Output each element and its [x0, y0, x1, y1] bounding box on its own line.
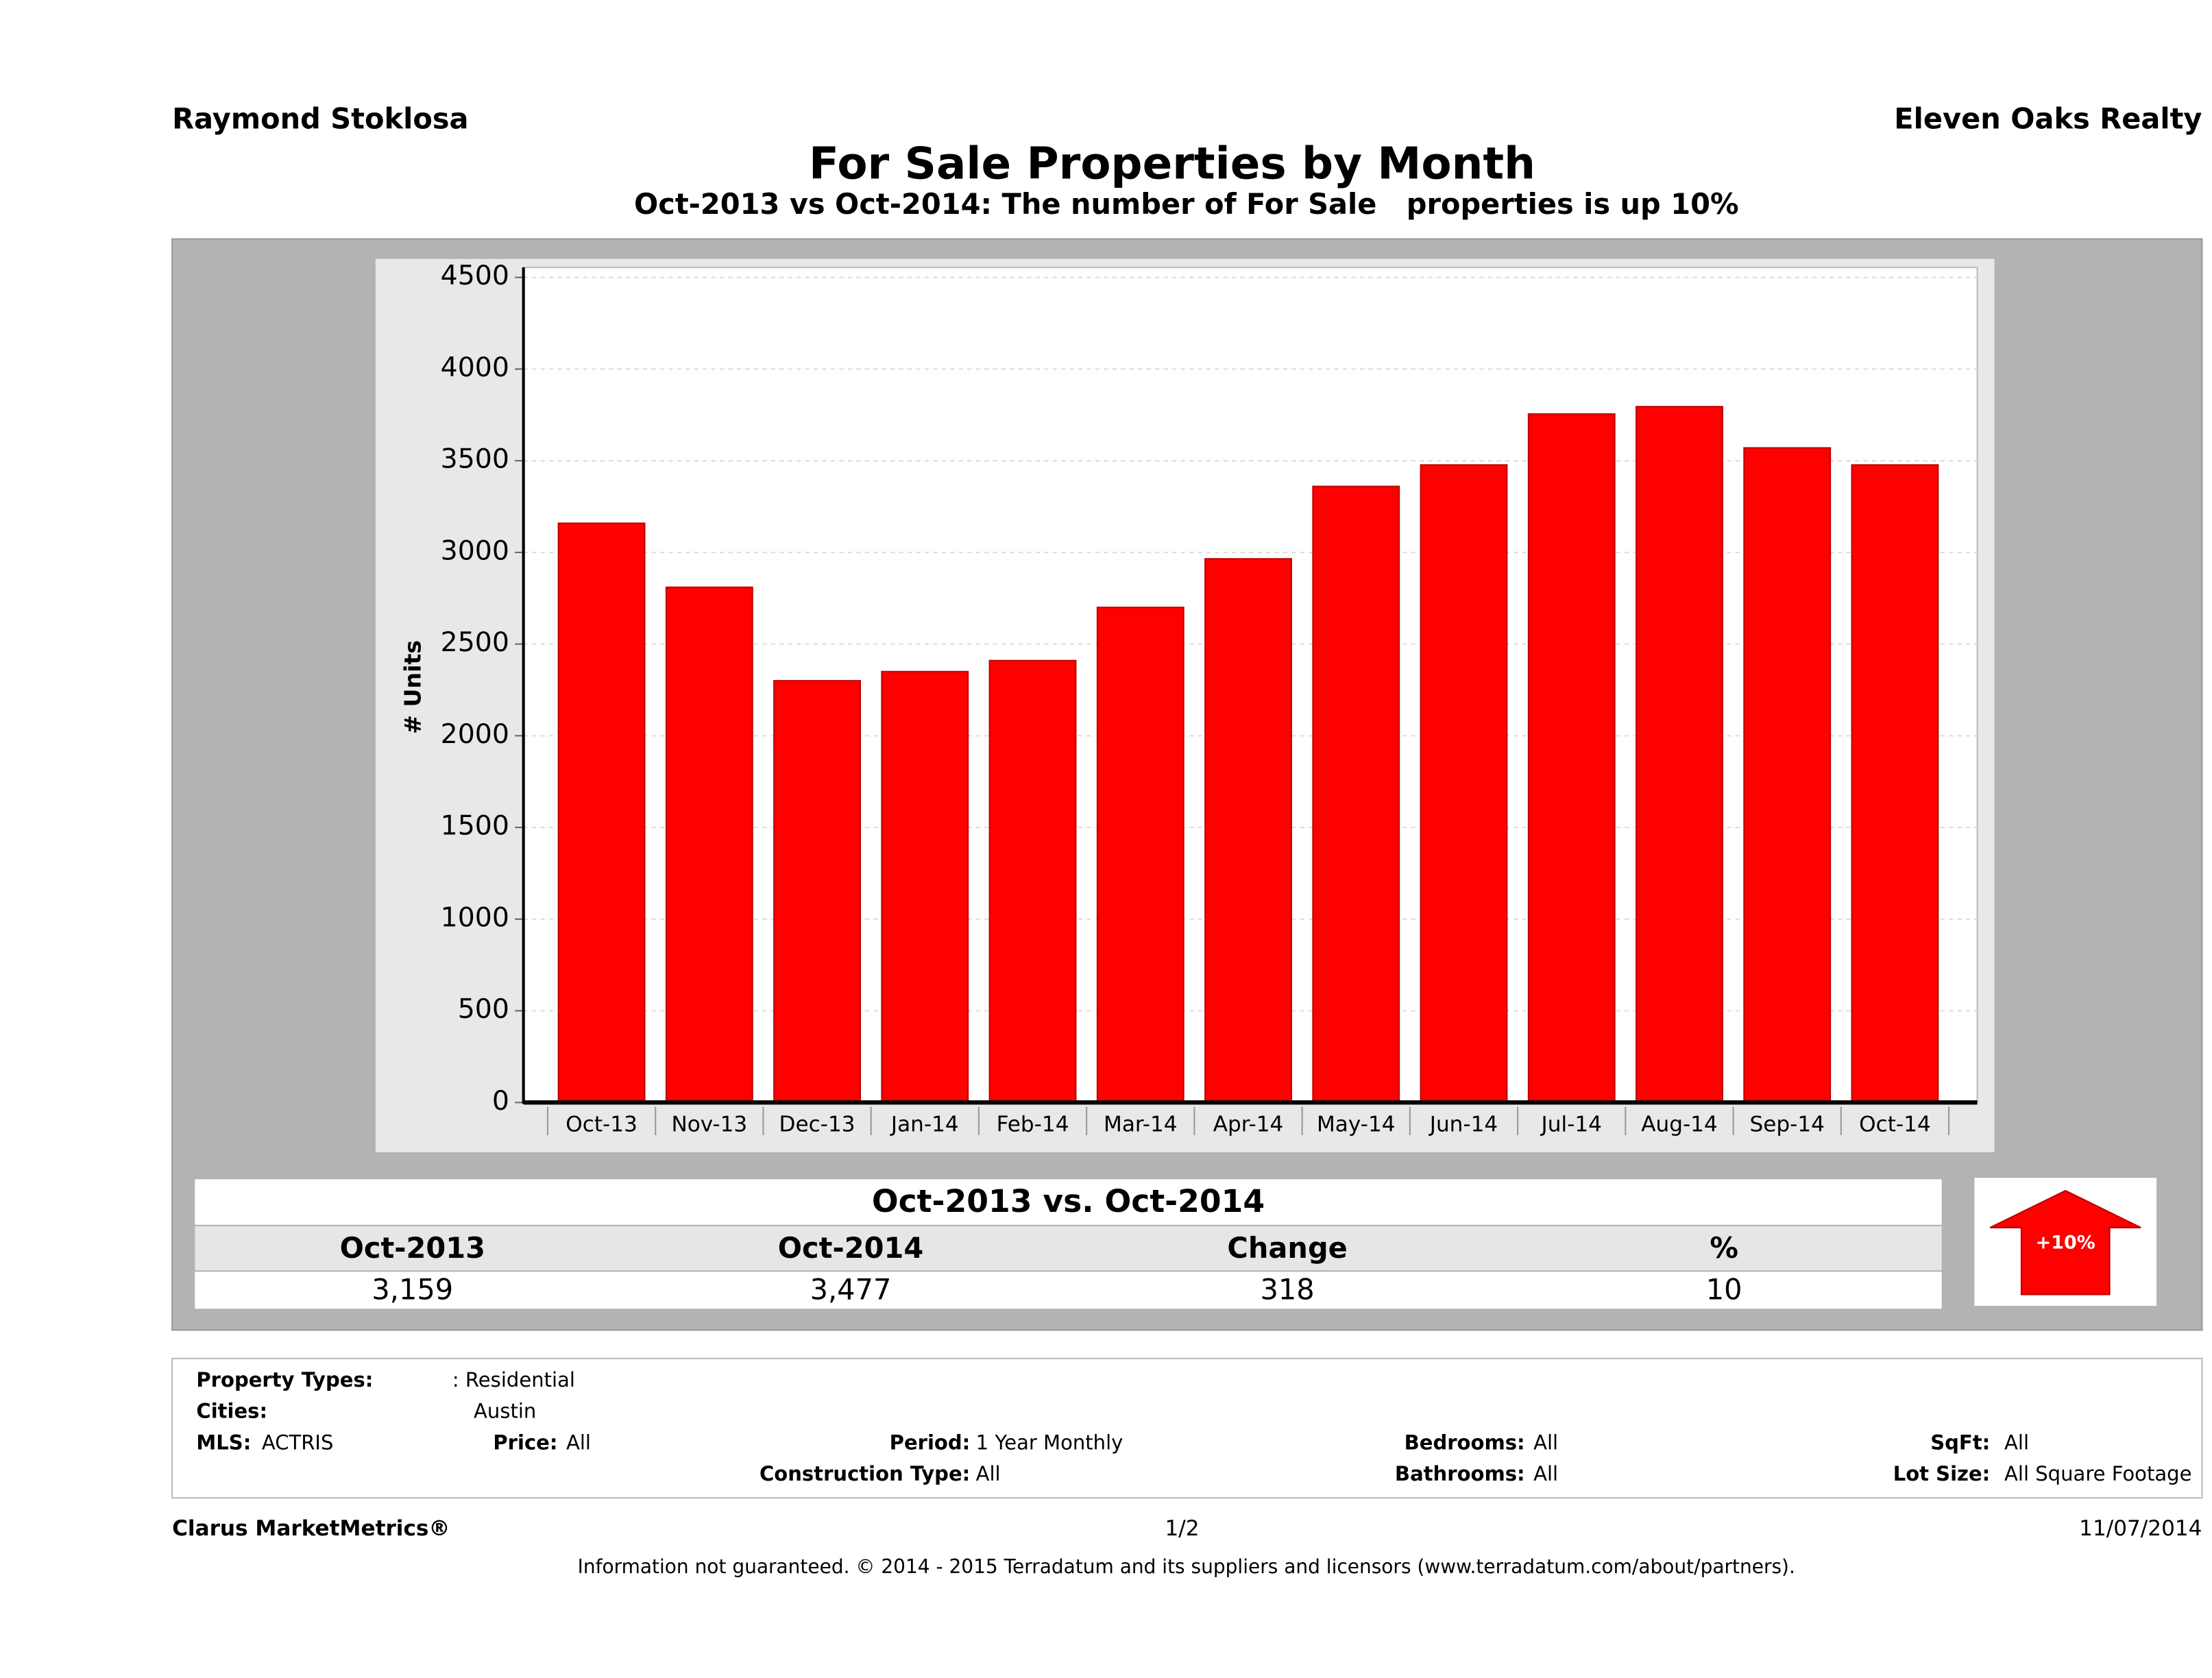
y-tick-label: 1500 — [441, 810, 509, 842]
filter-value: All — [1533, 1462, 1558, 1485]
filter-label: Bathrooms: — [1395, 1462, 1525, 1485]
filter-box — [171, 1357, 2203, 1499]
y-tick-label: 4000 — [441, 352, 509, 383]
y-tick-label: 2500 — [441, 627, 509, 658]
filter-value: All — [2004, 1431, 2029, 1454]
filter-value: All — [1533, 1431, 1558, 1454]
bar — [1420, 464, 1508, 1104]
y-axis-label: # Units — [399, 640, 426, 734]
y-tick-label: 2000 — [441, 718, 509, 750]
x-tick-label: Jun-14 — [1429, 1112, 1498, 1137]
table-header: Oct-2013 — [340, 1231, 485, 1265]
filter-label: Property Types: — [196, 1368, 373, 1391]
x-tick-label: Oct-14 — [1859, 1112, 1931, 1137]
footer-date: 11/07/2014 — [2079, 1516, 2202, 1541]
bar — [665, 586, 753, 1104]
filter-label: Construction Type: — [759, 1462, 970, 1485]
bar — [773, 680, 861, 1104]
filter-value: All — [566, 1431, 591, 1454]
bar — [1851, 464, 1939, 1104]
table-header-row — [195, 1226, 1942, 1271]
filter-value: 1 Year Monthly — [976, 1431, 1123, 1454]
bar — [988, 659, 1077, 1104]
table-cell: 3,477 — [810, 1272, 892, 1306]
x-tick-label: Dec-13 — [779, 1112, 855, 1137]
x-tick-label: Nov-13 — [671, 1112, 747, 1137]
bar — [557, 522, 646, 1104]
bar — [1312, 485, 1400, 1104]
bar — [1527, 413, 1616, 1104]
y-tick-label: 3000 — [441, 535, 509, 566]
x-tick-label: Feb-14 — [997, 1112, 1069, 1137]
filter-value: ACTRIS — [262, 1431, 334, 1454]
table-header: Change — [1227, 1231, 1347, 1265]
up-arrow — [1989, 1189, 2141, 1296]
filter-label: Bedrooms: — [1405, 1431, 1525, 1454]
footer-brand: Clarus MarketMetrics® — [172, 1516, 450, 1541]
y-tick-label: 0 — [492, 1085, 509, 1117]
x-tick-label: Oct-13 — [566, 1112, 637, 1137]
y-tick-label: 4500 — [441, 260, 509, 291]
x-tick-label: Aug-14 — [1641, 1112, 1718, 1137]
table-header: Oct-2014 — [778, 1231, 923, 1265]
filter-label: Period: — [890, 1431, 971, 1454]
table-cell: 318 — [1260, 1272, 1314, 1306]
bar — [1636, 406, 1723, 1104]
filter-label: Price: — [493, 1431, 557, 1454]
filter-value: Austin — [474, 1400, 536, 1423]
filter-value: All — [976, 1462, 1001, 1485]
filter-value: : Residential — [452, 1368, 575, 1391]
filter-label: Cities: — [196, 1400, 267, 1423]
bar — [1204, 558, 1292, 1104]
chart-subtitle: Oct-2013 vs Oct-2014: The number of For … — [634, 187, 1739, 221]
y-tick-label: 1000 — [441, 901, 509, 933]
footer-disclaimer: Information not guaranteed. © 2014 - 201… — [578, 1555, 1795, 1578]
filter-label: Lot Size: — [1893, 1462, 1991, 1485]
table-cell: 3,159 — [372, 1272, 453, 1306]
badge-label: +10% — [2036, 1232, 2095, 1253]
bar — [1096, 607, 1184, 1104]
bar — [881, 670, 969, 1104]
x-tick-label: Mar-14 — [1104, 1112, 1178, 1137]
filter-label: MLS: — [196, 1431, 251, 1454]
chart-layer: 0 500 1000 1500 2000 2500 3000 3500 4000 4500 Oct-… — [441, 260, 1978, 1137]
company-name: Eleven Oaks Realty — [1894, 101, 2202, 135]
x-tick-label: Jul-14 — [1540, 1112, 1602, 1137]
filter-value: All Square Footage — [2004, 1462, 2191, 1485]
x-tick-label: Sep-14 — [1749, 1112, 1824, 1137]
table-cell: 10 — [1706, 1272, 1742, 1306]
table-title-row — [195, 1179, 1942, 1225]
table-value-row — [195, 1272, 1942, 1309]
y-tick-label: 500 — [458, 993, 509, 1025]
table-title: Oct-2013 vs. Oct-2014 — [872, 1183, 1265, 1219]
footer-page: 1/2 — [1165, 1516, 1199, 1541]
x-tick-label: May-14 — [1317, 1112, 1396, 1137]
x-tick-label: Apr-14 — [1213, 1112, 1284, 1137]
filter-label: SqFt: — [1930, 1431, 1990, 1454]
x-tick-label: Jan-14 — [890, 1112, 959, 1137]
chart-title: For Sale Properties by Month — [809, 138, 1535, 189]
bar — [1743, 447, 1832, 1104]
y-tick-label: 3500 — [441, 443, 509, 475]
agent-name: Raymond Stoklosa — [172, 101, 468, 135]
table-header: % — [1710, 1231, 1738, 1265]
